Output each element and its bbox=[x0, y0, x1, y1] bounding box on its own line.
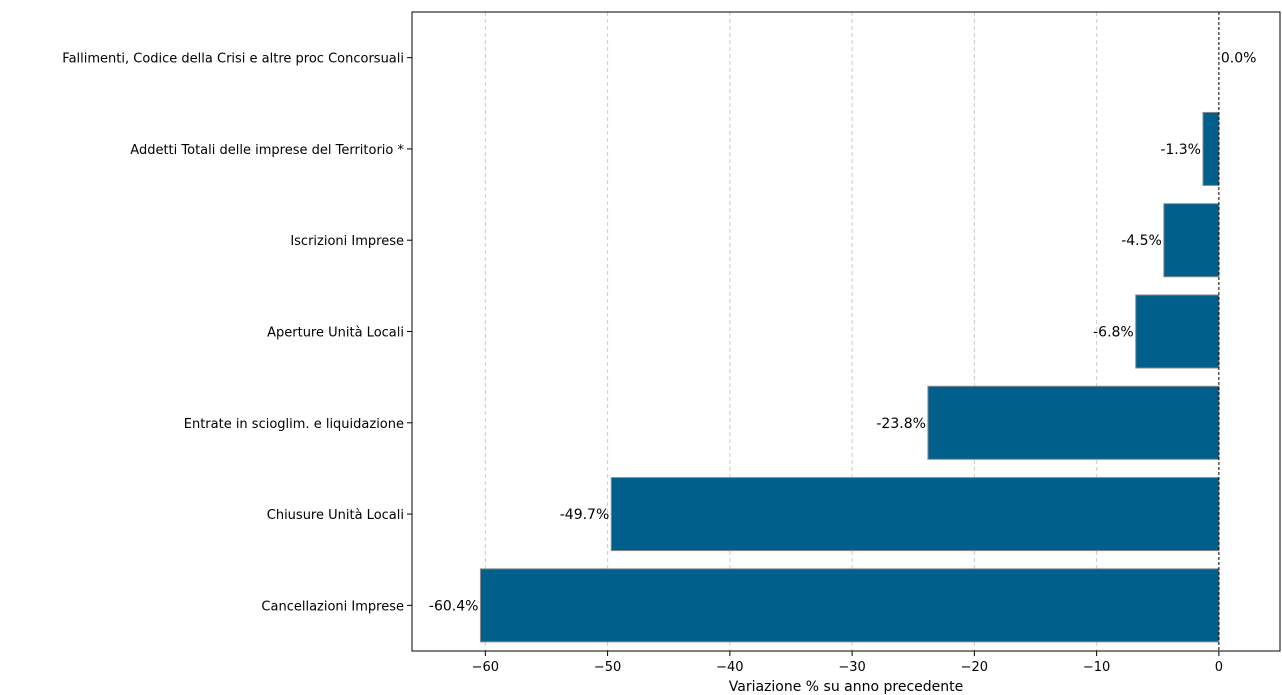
x-axis-title: Variazione % su anno precedente bbox=[729, 679, 963, 695]
x-tick-label: −60 bbox=[472, 660, 499, 675]
data-label: -49.7% bbox=[560, 507, 610, 523]
axis-layer: −60 −50 −40 −30 −20 −10 0 bbox=[407, 11, 1281, 675]
x-tick-label: 0 bbox=[1215, 660, 1223, 675]
category-label: Fallimenti, Codice della Crisi e altre p… bbox=[62, 52, 404, 67]
data-label: 0.0% bbox=[1221, 51, 1257, 67]
category-label: Entrate in scioglim. e liquidazione bbox=[184, 417, 404, 432]
x-tick-label: −40 bbox=[716, 660, 743, 675]
x-tick-label: −30 bbox=[838, 660, 865, 675]
bar bbox=[1163, 203, 1220, 278]
x-tick-label: −50 bbox=[594, 660, 621, 675]
bar bbox=[1202, 111, 1220, 186]
data-label: -4.5% bbox=[1121, 233, 1162, 249]
bar bbox=[610, 477, 1220, 552]
category-label: Cancellazioni Imprese bbox=[261, 599, 404, 614]
x-tick-label: −20 bbox=[961, 660, 988, 675]
category-label: Chiusure Unità Locali bbox=[267, 508, 404, 523]
label-layer: Fallimenti, Codice della Crisi e altre p… bbox=[62, 51, 1256, 615]
bar bbox=[479, 568, 1220, 643]
data-label: -1.3% bbox=[1160, 142, 1201, 158]
category-label: Iscrizioni Imprese bbox=[290, 234, 404, 249]
data-label: -60.4% bbox=[429, 598, 479, 614]
x-tick-label: −10 bbox=[1083, 660, 1110, 675]
grid-layer bbox=[484, 12, 1098, 651]
data-label: -23.8% bbox=[876, 416, 926, 432]
category-label: Addetti Totali delle imprese del Territo… bbox=[130, 143, 404, 158]
bar bbox=[927, 385, 1220, 460]
category-label: Aperture Unità Locali bbox=[267, 326, 404, 341]
bar-layer bbox=[479, 111, 1220, 643]
data-label: -6.8% bbox=[1093, 325, 1134, 341]
bar bbox=[1135, 294, 1220, 369]
